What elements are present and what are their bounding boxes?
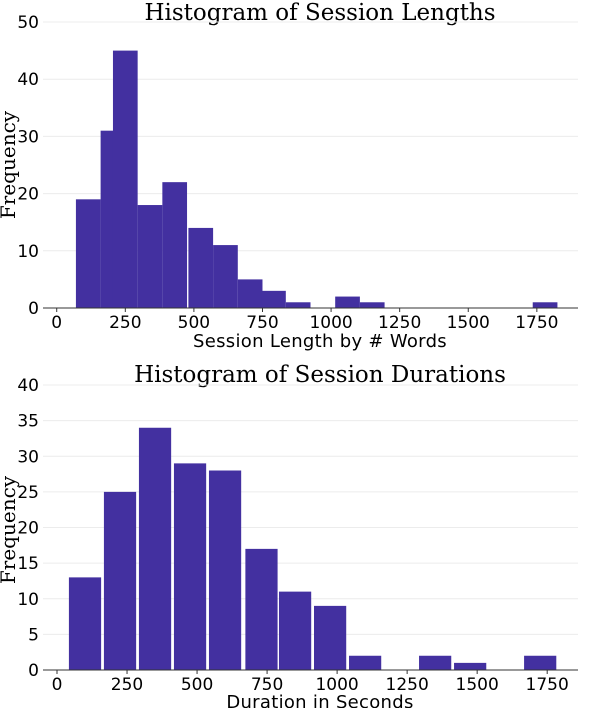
y-tick-label: 5	[28, 625, 39, 645]
x-tick-label: 1250	[378, 313, 421, 333]
x-tick-label: 1750	[515, 313, 558, 333]
x-tick-label: 1250	[386, 675, 429, 695]
y-tick-label: 10	[17, 590, 39, 610]
y-tick-label: 0	[28, 299, 39, 319]
bars	[75, 50, 558, 308]
histogram-bar	[359, 302, 385, 308]
y-axis-label: Frequency	[0, 475, 20, 584]
histogram-bar	[314, 605, 347, 670]
x-tick-label: 750	[251, 675, 283, 695]
bars	[68, 427, 557, 670]
histogram-bar	[75, 199, 101, 308]
histogram-bar	[419, 655, 452, 670]
x-ticks: 0 250 500 750 1000 1250 1500 1750	[52, 670, 569, 695]
y-tick-label: 40	[17, 376, 39, 396]
histogram-bar	[285, 302, 311, 308]
histogram-bar	[162, 182, 188, 308]
histogram-bar	[188, 227, 214, 308]
histogram-bar	[454, 662, 487, 670]
chart-session-lengths: Histogram of Session Lengths 0 250 500 750 1…	[0, 0, 578, 352]
y-tick-label: 30	[17, 447, 39, 467]
y-tick-label: 20	[17, 185, 39, 205]
x-axis-label: Duration in Seconds	[226, 692, 413, 708]
x-tick-label: 1500	[456, 675, 499, 695]
y-tick-label: 20	[17, 519, 39, 539]
x-tick-label: 1000	[315, 675, 358, 695]
y-tick-label: 25	[17, 483, 39, 503]
x-tick-label: 750	[246, 313, 278, 333]
histogram-bar	[68, 577, 102, 670]
histogram-bar	[137, 205, 163, 308]
histogram-bar	[524, 655, 557, 670]
histogram-bar	[261, 290, 286, 308]
x-ticks: 0 250 500 750 1000 1250 1500 1750	[51, 308, 558, 333]
y-tick-label: 0	[28, 661, 39, 681]
y-ticks: 0 10 20 30 40 50	[17, 13, 39, 319]
x-tick-label: 250	[109, 313, 141, 333]
y-ticks: 0 5 10 15 20 25 30 35 40	[17, 376, 39, 681]
histogram-bar	[278, 591, 312, 670]
histogram-bar	[245, 548, 278, 670]
chart-session-durations: Histogram of Session Durations 0 250 500 75…	[0, 362, 578, 708]
x-tick-label: 500	[178, 313, 210, 333]
x-axis-label: Session Length by # Words	[193, 331, 447, 352]
histogram-bar	[208, 470, 242, 670]
y-axis-label: Frequency	[0, 110, 20, 219]
x-tick-label: 1000	[309, 313, 352, 333]
histogram-bar	[112, 50, 138, 308]
y-tick-label: 30	[17, 127, 39, 147]
x-tick-label: 1750	[526, 675, 569, 695]
histogram-bar	[349, 655, 382, 670]
x-tick-label: 500	[181, 675, 213, 695]
histogram-bar	[335, 296, 360, 308]
x-tick-label: 1500	[447, 313, 490, 333]
histogram-bar	[237, 279, 263, 308]
x-tick-label: 250	[111, 675, 143, 695]
histogram-bar	[213, 245, 238, 308]
y-tick-label: 15	[17, 554, 39, 574]
x-tick-label: 0	[52, 675, 63, 695]
y-tick-label: 35	[17, 412, 39, 432]
y-tick-label: 40	[17, 70, 39, 90]
x-tick-label: 0	[51, 313, 62, 333]
histogram-bar	[138, 427, 172, 670]
chart-title: Histogram of Session Durations	[134, 362, 506, 388]
y-tick-label: 50	[17, 13, 39, 33]
histogram-bar	[532, 302, 558, 308]
histogram-bar	[173, 463, 207, 670]
y-tick-label: 10	[17, 242, 39, 262]
histogram-bar	[103, 491, 137, 670]
